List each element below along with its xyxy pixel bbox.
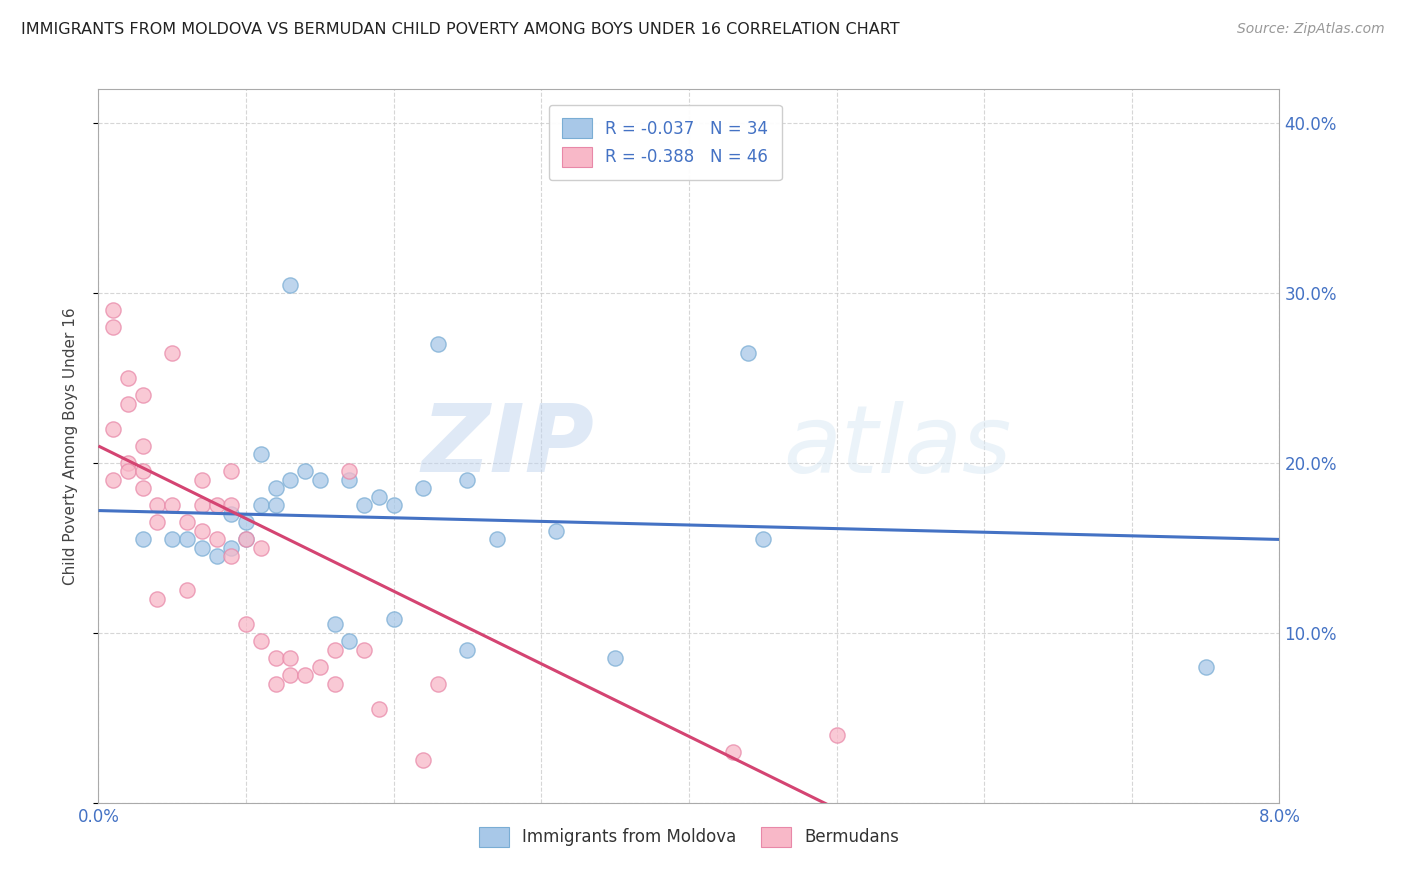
Text: atlas: atlas: [783, 401, 1012, 491]
Point: [323, 643, 346, 657]
Point: [278, 277, 302, 292]
Point: [117, 456, 139, 470]
Point: [412, 482, 434, 496]
Point: [456, 643, 478, 657]
Point: [323, 677, 346, 691]
Point: [132, 388, 155, 402]
Point: [205, 533, 228, 547]
Point: [219, 541, 242, 555]
Point: [235, 516, 257, 530]
Point: [546, 524, 568, 538]
Point: [264, 499, 287, 513]
Point: [485, 533, 508, 547]
Point: [751, 533, 773, 547]
Point: [219, 499, 242, 513]
Point: [264, 482, 287, 496]
Point: [264, 677, 287, 691]
Point: [205, 499, 228, 513]
Point: [162, 345, 183, 359]
Text: IMMIGRANTS FROM MOLDOVA VS BERMUDAN CHILD POVERTY AMONG BOYS UNDER 16 CORRELATIO: IMMIGRANTS FROM MOLDOVA VS BERMUDAN CHIL…: [21, 22, 900, 37]
Point: [132, 482, 155, 496]
Point: [219, 549, 242, 564]
Point: [250, 541, 273, 555]
Point: [337, 465, 360, 479]
Point: [132, 533, 155, 547]
Point: [323, 617, 346, 632]
Point: [294, 668, 316, 682]
Point: [219, 465, 242, 479]
Point: [308, 473, 332, 487]
Point: [382, 499, 405, 513]
Point: [367, 702, 389, 716]
Point: [337, 473, 360, 487]
Point: [308, 660, 332, 674]
Point: [1194, 660, 1216, 674]
Point: [176, 583, 198, 598]
Point: [191, 541, 214, 555]
Point: [176, 533, 198, 547]
Point: [250, 499, 273, 513]
Point: [235, 533, 257, 547]
Point: [235, 533, 257, 547]
Point: [162, 499, 183, 513]
Point: [146, 591, 169, 606]
Point: [117, 465, 139, 479]
Text: Source: ZipAtlas.com: Source: ZipAtlas.com: [1237, 22, 1385, 37]
Point: [191, 473, 214, 487]
Point: [353, 643, 375, 657]
Point: [605, 651, 627, 665]
Point: [250, 448, 273, 462]
Point: [353, 499, 375, 513]
Point: [278, 668, 302, 682]
Point: [278, 651, 302, 665]
Point: [337, 634, 360, 648]
Point: [103, 473, 125, 487]
Text: ZIP: ZIP: [422, 400, 595, 492]
Point: [382, 612, 405, 626]
Point: [191, 524, 214, 538]
Point: [426, 677, 449, 691]
Point: [162, 533, 183, 547]
Point: [367, 490, 389, 504]
Point: [146, 499, 169, 513]
Point: [205, 549, 228, 564]
Point: [426, 337, 449, 351]
Point: [146, 516, 169, 530]
Point: [235, 617, 257, 632]
Point: [737, 345, 759, 359]
Point: [132, 439, 155, 453]
Point: [456, 473, 478, 487]
Point: [264, 651, 287, 665]
Y-axis label: Child Poverty Among Boys Under 16: Child Poverty Among Boys Under 16: [63, 307, 77, 585]
Point: [278, 473, 302, 487]
Point: [132, 465, 155, 479]
Point: [103, 303, 125, 318]
Point: [103, 422, 125, 436]
Point: [412, 753, 434, 767]
Point: [294, 465, 316, 479]
Point: [117, 396, 139, 410]
Point: [721, 745, 744, 759]
Point: [250, 634, 273, 648]
Point: [825, 728, 848, 742]
Point: [117, 371, 139, 385]
Point: [219, 507, 242, 521]
Legend: Immigrants from Moldova, Bermudans: Immigrants from Moldova, Bermudans: [467, 815, 911, 859]
Point: [103, 320, 125, 334]
Point: [176, 516, 198, 530]
Point: [191, 499, 214, 513]
